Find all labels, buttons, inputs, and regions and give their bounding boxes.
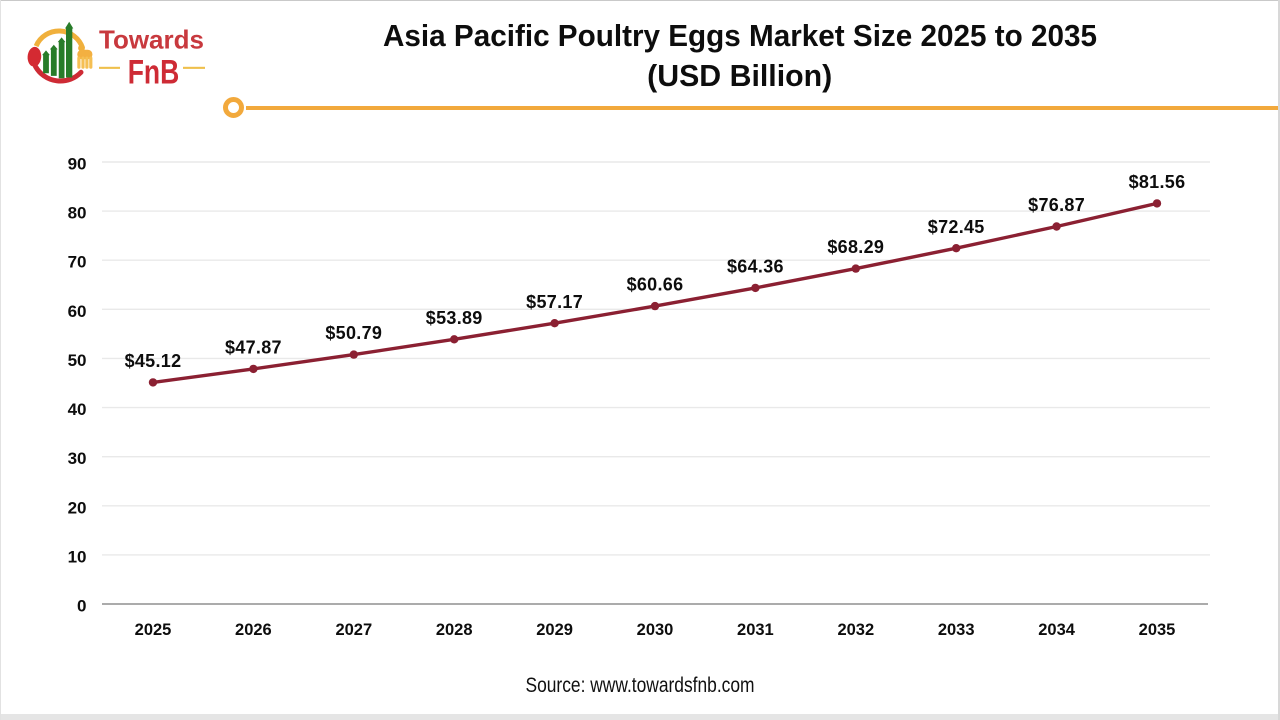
svg-text:$76.87: $76.87 xyxy=(1028,195,1085,215)
svg-text:2027: 2027 xyxy=(335,621,372,639)
svg-text:Towards: Towards xyxy=(99,25,204,55)
svg-text:50: 50 xyxy=(68,351,87,370)
svg-text:FnB: FnB xyxy=(128,53,180,91)
svg-text:20: 20 xyxy=(68,498,87,517)
svg-text:2028: 2028 xyxy=(436,621,473,639)
svg-text:2026: 2026 xyxy=(235,621,272,639)
svg-text:70: 70 xyxy=(68,253,87,272)
svg-text:$81.56: $81.56 xyxy=(1129,172,1186,192)
svg-text:2034: 2034 xyxy=(1038,621,1076,639)
svg-text:2031: 2031 xyxy=(737,621,774,639)
svg-text:2035: 2035 xyxy=(1139,621,1176,639)
svg-text:40: 40 xyxy=(68,400,87,419)
svg-text:10: 10 xyxy=(68,547,87,566)
svg-text:80: 80 xyxy=(68,204,87,223)
svg-text:2030: 2030 xyxy=(637,621,674,639)
svg-text:2032: 2032 xyxy=(837,621,874,639)
svg-text:0: 0 xyxy=(77,597,86,616)
svg-text:60: 60 xyxy=(68,302,87,321)
svg-text:2033: 2033 xyxy=(938,621,975,639)
svg-text:$64.36: $64.36 xyxy=(727,257,784,277)
svg-text:$47.87: $47.87 xyxy=(225,338,282,358)
svg-text:$45.12: $45.12 xyxy=(125,351,182,371)
svg-text:$53.89: $53.89 xyxy=(426,308,483,328)
svg-text:$57.17: $57.17 xyxy=(526,292,583,312)
svg-text:30: 30 xyxy=(68,449,87,468)
svg-text:$60.66: $60.66 xyxy=(627,275,684,295)
svg-text:$68.29: $68.29 xyxy=(827,237,884,257)
svg-text:2029: 2029 xyxy=(536,621,573,639)
svg-text:$50.79: $50.79 xyxy=(325,323,382,343)
svg-text:$72.45: $72.45 xyxy=(928,217,985,237)
svg-text:2025: 2025 xyxy=(135,621,172,639)
svg-text:90: 90 xyxy=(68,155,87,174)
